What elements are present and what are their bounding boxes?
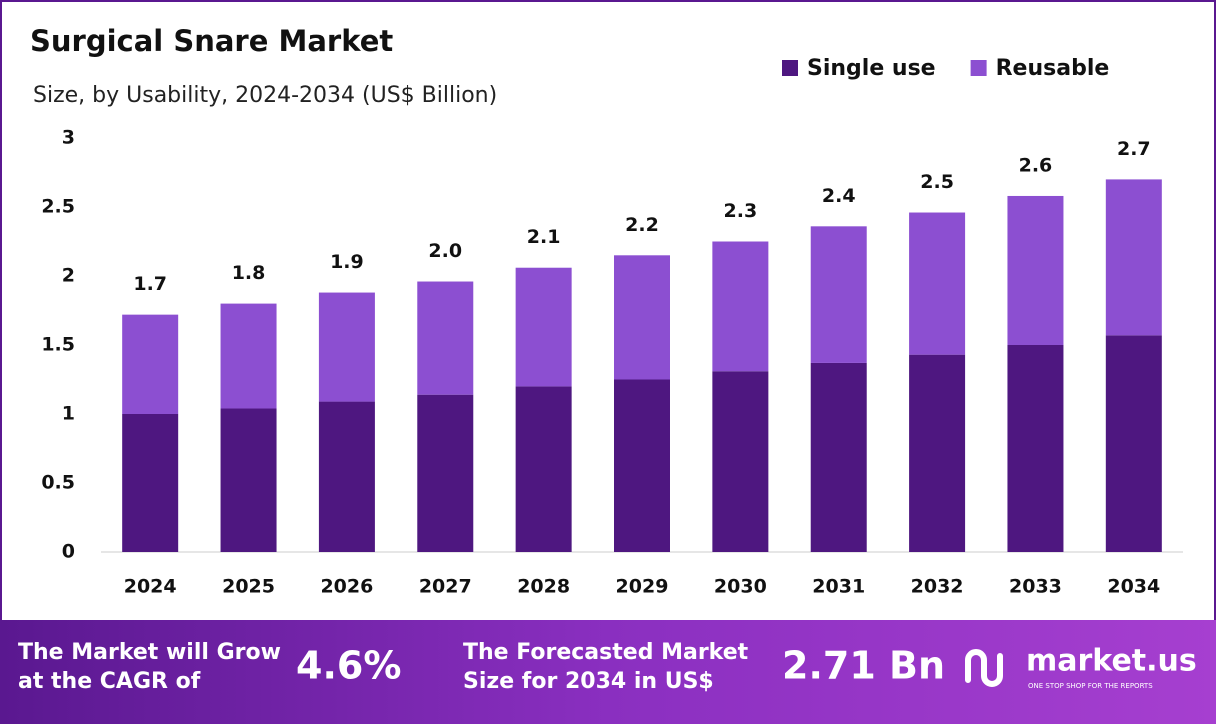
y-tick-label: 1 bbox=[62, 403, 75, 425]
bar-segment bbox=[318, 401, 375, 552]
total-label: 2.3 bbox=[724, 200, 758, 222]
x-tick-label: 2027 bbox=[419, 576, 472, 598]
legend-swatch bbox=[782, 60, 798, 76]
bar-segment bbox=[810, 226, 867, 363]
x-tick-label: 2024 bbox=[124, 576, 177, 598]
total-label: 2.6 bbox=[1019, 154, 1053, 176]
footer-text: Size for 2034 in US$ bbox=[463, 669, 714, 694]
x-tick-label: 2028 bbox=[517, 576, 570, 598]
x-tick-label: 2025 bbox=[222, 576, 275, 598]
legend-swatch bbox=[970, 60, 987, 76]
y-tick-label: 3 bbox=[62, 127, 75, 149]
x-tick-label: 2031 bbox=[812, 576, 865, 598]
bar-segment bbox=[909, 354, 966, 552]
footer-text: The Market will Grow bbox=[18, 640, 281, 665]
bar-segment bbox=[1007, 345, 1064, 552]
bar-segment bbox=[417, 394, 474, 552]
x-tick-label: 2029 bbox=[616, 576, 669, 598]
bar-segment bbox=[1105, 335, 1162, 552]
footer-text: The Forecasted Market bbox=[463, 640, 749, 665]
bar-segment bbox=[1007, 195, 1064, 345]
chart-title: Surgical Snare Market bbox=[30, 24, 393, 58]
bar-segment bbox=[712, 371, 769, 552]
total-label: 2.7 bbox=[1117, 138, 1151, 160]
footer-text: at the CAGR of bbox=[18, 669, 201, 694]
x-tick-label: 2030 bbox=[714, 576, 767, 598]
chart-subtitle: Size, by Usability, 2024-2034 (US$ Billi… bbox=[33, 83, 497, 108]
y-tick-label: 2.5 bbox=[41, 196, 75, 218]
total-label: 2.2 bbox=[625, 214, 659, 236]
bar-segment bbox=[122, 314, 179, 414]
bar-segment bbox=[712, 241, 769, 372]
total-label: 2.1 bbox=[527, 226, 561, 248]
x-tick-label: 2034 bbox=[1107, 576, 1160, 598]
bar-segment bbox=[909, 212, 966, 355]
total-label: 1.8 bbox=[232, 262, 266, 284]
footer-band bbox=[0, 620, 1216, 724]
bar-segment bbox=[614, 379, 670, 552]
footer-value: 4.6% bbox=[296, 644, 401, 688]
bar-segment bbox=[515, 386, 572, 552]
plot: 0 0.5 1 1.5 2 2.5 3 Single use Reusable 1.7 2024 1.… bbox=[41, 56, 1183, 598]
y-tick-label: 0 bbox=[62, 541, 75, 563]
y-tick-label: 0.5 bbox=[41, 472, 75, 494]
brand: market.us bbox=[1026, 644, 1197, 679]
legend-label: Single use bbox=[807, 56, 936, 81]
total-label: 1.7 bbox=[133, 273, 167, 295]
total-label: 2.5 bbox=[920, 171, 954, 193]
bar-segment bbox=[1105, 179, 1162, 336]
bar-segment bbox=[810, 362, 867, 552]
total-label: 2.0 bbox=[428, 240, 462, 262]
bar-segment bbox=[318, 292, 375, 402]
total-label: 1.9 bbox=[330, 251, 364, 273]
x-tick-label: 2026 bbox=[320, 576, 373, 598]
x-tick-label: 2033 bbox=[1009, 576, 1062, 598]
tagline: ONE STOP SHOP FOR THE REPORTS bbox=[1028, 682, 1153, 690]
brand-logo bbox=[965, 649, 1003, 687]
bar-segment bbox=[417, 281, 474, 395]
bar-segment bbox=[515, 267, 572, 387]
bar-segment bbox=[220, 303, 277, 409]
y-tick-label: 2 bbox=[62, 265, 75, 287]
logo-mark bbox=[965, 649, 1003, 687]
total-label: 2.4 bbox=[822, 185, 856, 207]
footer-value: 2.71 Bn bbox=[782, 644, 945, 688]
bar-segment bbox=[122, 414, 179, 552]
bar-segment bbox=[614, 255, 670, 380]
x-tick-label: 2032 bbox=[911, 576, 964, 598]
y-tick-label: 1.5 bbox=[41, 334, 75, 356]
legend-label: Reusable bbox=[996, 56, 1110, 81]
bar-segment bbox=[220, 408, 277, 552]
